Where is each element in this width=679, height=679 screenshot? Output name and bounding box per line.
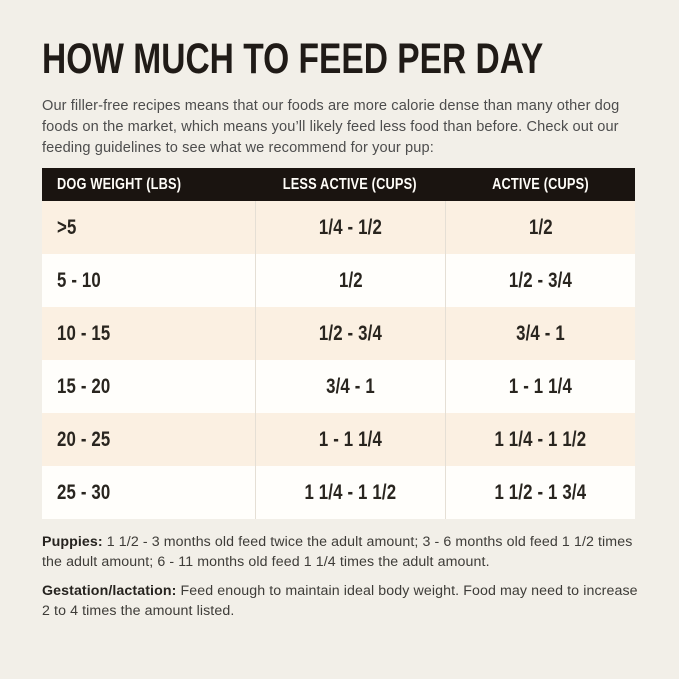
- table-header-row: DOG WEIGHT (LBS) LESS ACTIVE (CUPS) ACTI…: [42, 168, 635, 201]
- cell-active: 1 1/2 - 1 3/4: [445, 466, 635, 519]
- footnote-gestation-text: Feed enough to maintain ideal body weigh…: [42, 583, 638, 619]
- cell-less-active: 3/4 - 1: [255, 360, 445, 413]
- footnote-puppies: Puppies: 1 1/2 - 3 months old feed twice…: [42, 532, 642, 572]
- table-row: 25 - 30 1 1/4 - 1 1/2 1 1/2 - 1 3/4: [42, 466, 635, 519]
- header-cell-dog-weight: DOG WEIGHT (LBS): [57, 175, 182, 193]
- intro-line: feeding guidelines to see what we recomm…: [42, 140, 434, 156]
- table-row: 5 - 10 1/2 1/2 - 3/4: [42, 254, 635, 307]
- table-row: >5 1/4 - 1/2 1/2: [42, 201, 635, 254]
- cell-weight: 20 - 25: [57, 427, 111, 451]
- cell-weight: >5: [57, 215, 77, 239]
- footnotes: Puppies: 1 1/2 - 3 months old feed twice…: [42, 532, 642, 621]
- footnote-gestation: Gestation/lactation: Feed enough to main…: [42, 581, 642, 621]
- cell-weight: 15 - 20: [57, 374, 111, 398]
- intro-line: Our filler-free recipes means that our f…: [42, 98, 620, 114]
- cell-weight: 5 - 10: [57, 268, 101, 292]
- page-title-text: HOW MUCH TO FEED PER DAY: [42, 35, 544, 83]
- cell-active: 1/2: [445, 201, 635, 254]
- table-row: 15 - 20 3/4 - 1 1 - 1 1/4: [42, 360, 635, 413]
- intro-line: foods on the market, which means you’ll …: [42, 119, 619, 135]
- cell-less-active: 1 - 1 1/4: [255, 413, 445, 466]
- cell-active: 1 1/4 - 1 1/2: [445, 413, 635, 466]
- header-cell-active: ACTIVE (CUPS): [491, 175, 589, 193]
- cell-active: 1/2 - 3/4: [445, 254, 635, 307]
- table-body: >5 1/4 - 1/2 1/2 5 - 10 1/2 1/2 - 3/4 10…: [42, 201, 635, 519]
- cell-active: 1 - 1 1/4: [445, 360, 635, 413]
- table-row: 20 - 25 1 - 1 1/4 1 1/4 - 1 1/2: [42, 413, 635, 466]
- footnote-gestation-label: Gestation/lactation:: [42, 583, 177, 599]
- cell-less-active: 1 1/4 - 1 1/2: [255, 466, 445, 519]
- cell-weight: 10 - 15: [57, 321, 111, 345]
- cell-active: 3/4 - 1: [445, 307, 635, 360]
- cell-less-active: 1/4 - 1/2: [255, 201, 445, 254]
- footnote-puppies-text: 1 1/2 - 3 months old feed twice the adul…: [42, 534, 633, 570]
- header-cell-less-active: LESS ACTIVE (CUPS): [283, 175, 417, 193]
- footnote-puppies-label: Puppies:: [42, 534, 103, 550]
- page-title: HOW MUCH TO FEED PER DAY: [42, 38, 635, 81]
- feeding-guide-panel: HOW MUCH TO FEED PER DAY Our filler-free…: [42, 38, 642, 621]
- feeding-table: DOG WEIGHT (LBS) LESS ACTIVE (CUPS) ACTI…: [42, 168, 635, 519]
- table-row: 10 - 15 1/2 - 3/4 3/4 - 1: [42, 307, 635, 360]
- cell-weight: 25 - 30: [57, 480, 111, 504]
- cell-less-active: 1/2 - 3/4: [255, 307, 445, 360]
- intro-text: Our filler-free recipes means that our f…: [42, 96, 635, 159]
- cell-less-active: 1/2: [255, 254, 445, 307]
